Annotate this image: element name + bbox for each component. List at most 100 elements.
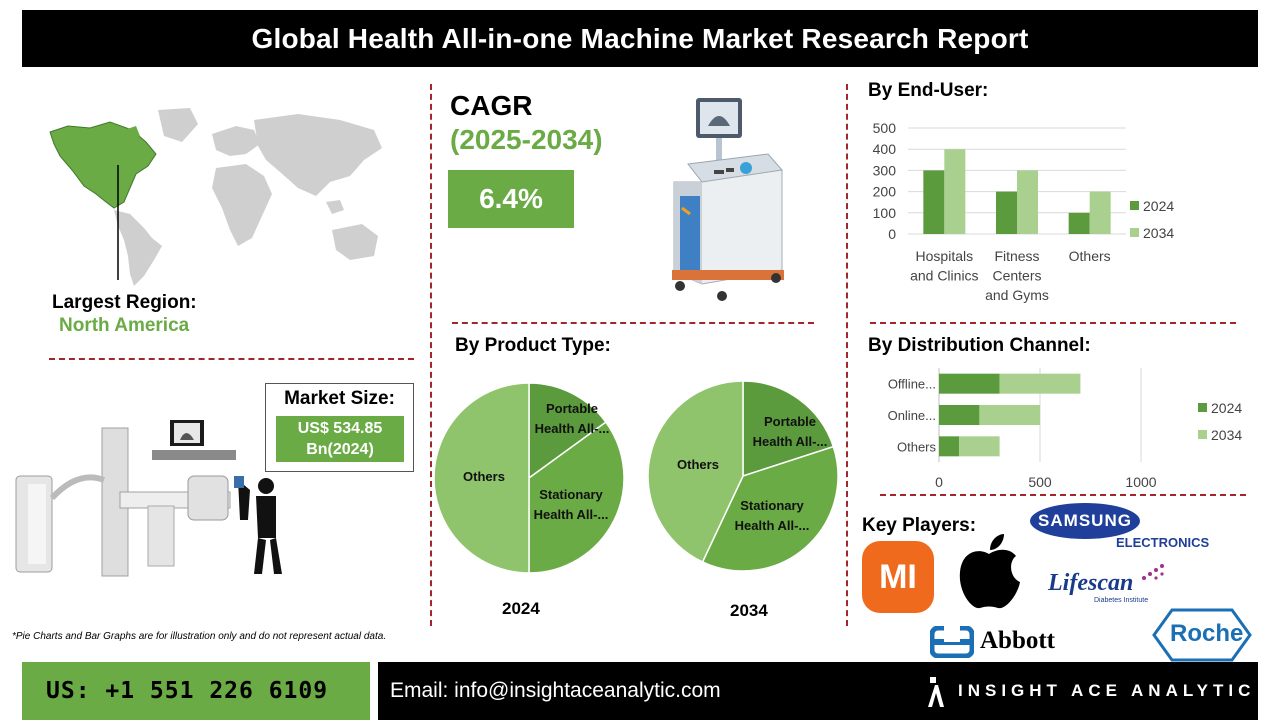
cagr-title: CAGR: [450, 90, 533, 121]
divider-cagr: [452, 322, 814, 324]
pie-slice: [433, 382, 530, 574]
pie-slice-label: Portable: [764, 414, 816, 429]
apple-logo: [959, 534, 1020, 609]
footer-email[interactable]: Email: info@insightaceanalytic.com: [390, 679, 721, 702]
distribution-bar-chart: 0 500 1000 Offline... Online... Others 2024 203…: [888, 368, 1242, 490]
footer-phone[interactable]: US: +1 551 226 6109: [46, 678, 329, 704]
legend-label: 2034: [1143, 225, 1174, 241]
health-machine-illustration: [672, 98, 784, 301]
pie-slice-label: Stationary: [740, 498, 804, 513]
y-tick-label: Others: [897, 439, 937, 454]
samsung-logo: SAMSUNG: [1030, 503, 1140, 539]
pie-slice: [528, 421, 625, 574]
samsung-logo-text: SAMSUNG: [1038, 511, 1132, 530]
pie-chart-2034: Portable Health All-... Stationary Health A…: [647, 380, 839, 572]
x-tick-label: Fitness: [994, 248, 1039, 264]
key-players-title: Key Players:: [862, 515, 977, 536]
bar-segment: [999, 373, 1081, 394]
legend-swatch: [1198, 403, 1207, 412]
pie-slice-label: Others: [463, 469, 505, 484]
divider-left: [430, 84, 432, 626]
insight-ace-logo-icon: [928, 677, 944, 707]
x-tick-label: and Clinics: [910, 268, 978, 284]
lifescan-subtitle: Diabetes Institute: [1094, 597, 1149, 604]
pie-slice-label: Health All-...: [534, 507, 609, 522]
xray-machine-illustration: [15, 420, 282, 577]
pie-slice-label: Stationary: [539, 487, 603, 502]
bar-segment: [939, 373, 1000, 394]
legend-label: 2024: [1143, 198, 1174, 214]
largest-region-value: North America: [59, 315, 190, 336]
bar: [1017, 170, 1038, 234]
x-tick-label: 0: [935, 474, 943, 490]
legend-label: 2024: [1211, 400, 1242, 416]
world-map: [49, 108, 382, 286]
samsung-electronics-text: ELECTRONICS: [1116, 535, 1210, 550]
y-tick-label: 200: [873, 184, 897, 200]
lifescan-logo: Lifescan: [1048, 570, 1134, 596]
roche-logo-text: Roche: [1170, 620, 1244, 647]
bar-segment: [939, 405, 980, 425]
bar: [996, 191, 1017, 234]
x-tick-label: and Gyms: [985, 287, 1049, 303]
abbott-symbol-icon: [930, 626, 974, 658]
market-size-value: US$ 534.85: [297, 420, 383, 437]
pie-slice-label: Health All-...: [753, 434, 828, 449]
divider-distribution: [880, 494, 1246, 496]
report-title: Global Health All-in-one Machine Market …: [251, 22, 1029, 54]
y-tick-label: 0: [888, 226, 896, 242]
legend-label: 2034: [1211, 427, 1242, 443]
pie-slice: [647, 380, 744, 563]
bar: [944, 149, 966, 234]
market-size-year: Bn(2024): [306, 441, 374, 458]
end-user-title: By End-User:: [868, 80, 989, 101]
pie-slice: [528, 382, 607, 480]
pie-slice-label: Health All-...: [735, 518, 810, 533]
y-tick-label: 400: [873, 141, 897, 157]
bar-segment: [939, 436, 960, 457]
largest-region-label: Largest Region:: [52, 292, 197, 313]
x-tick-label: 500: [1028, 474, 1052, 490]
lifescan-dots-icon: [1142, 564, 1164, 580]
market-size-value-box: US$ 534.85 Bn(2024): [276, 416, 404, 462]
report-header: Global Health All-in-one Machine Market …: [22, 10, 1258, 67]
product-type-title: By Product Type:: [455, 335, 611, 356]
bar: [923, 170, 945, 234]
bar: [1089, 191, 1111, 234]
market-size-box: Market Size: US$ 534.85 Bn(2024): [265, 383, 414, 472]
x-tick-label: Others: [1069, 248, 1111, 264]
footer-email-bar: Email: info@insightaceanalytic.com: [378, 662, 926, 720]
cagr-value-box: 6.4%: [448, 170, 574, 228]
bar: [1068, 212, 1090, 234]
legend-swatch: [1130, 201, 1139, 210]
legend-swatch: [1130, 228, 1139, 237]
abbott-logo-text: Abbott: [980, 627, 1056, 654]
pie-year-2034: 2034: [730, 601, 768, 620]
pie-year-2024: 2024: [502, 599, 540, 618]
bar-segment: [979, 405, 1040, 425]
pie-slice-label: Health All-...: [535, 421, 610, 436]
x-tick-label: Hospitals: [916, 248, 974, 264]
divider-right: [846, 84, 848, 626]
market-size-label: Market Size:: [284, 388, 395, 409]
legend-swatch: [1198, 430, 1207, 439]
pie-slice: [742, 380, 835, 478]
xiaomi-logo-text: MI: [879, 557, 917, 596]
footer-brand-name: INSIGHT ACE ANALYTIC: [958, 681, 1256, 700]
pie-slice-label: Others: [677, 457, 719, 472]
y-tick-label: 500: [873, 120, 897, 136]
pie-chart-2024: Portable Health All-... Stationary Health A…: [433, 382, 625, 574]
y-tick-label: 300: [873, 162, 897, 178]
divider-enduser: [870, 322, 1236, 324]
footer-brand-bar: INSIGHT ACE ANALYTIC: [926, 662, 1258, 720]
xiaomi-logo: MI: [862, 541, 934, 613]
north-america-shape: [49, 121, 157, 209]
distribution-title: By Distribution Channel:: [868, 335, 1091, 356]
y-tick-label: Online...: [888, 408, 936, 423]
roche-logo: [1152, 608, 1252, 662]
divider-map: [49, 358, 414, 360]
x-tick-label: 1000: [1125, 474, 1156, 490]
pie-slice: [701, 445, 839, 572]
cagr-value: 6.4%: [479, 183, 543, 214]
footnote: *Pie Charts and Bar Graphs are for illus…: [12, 631, 387, 642]
